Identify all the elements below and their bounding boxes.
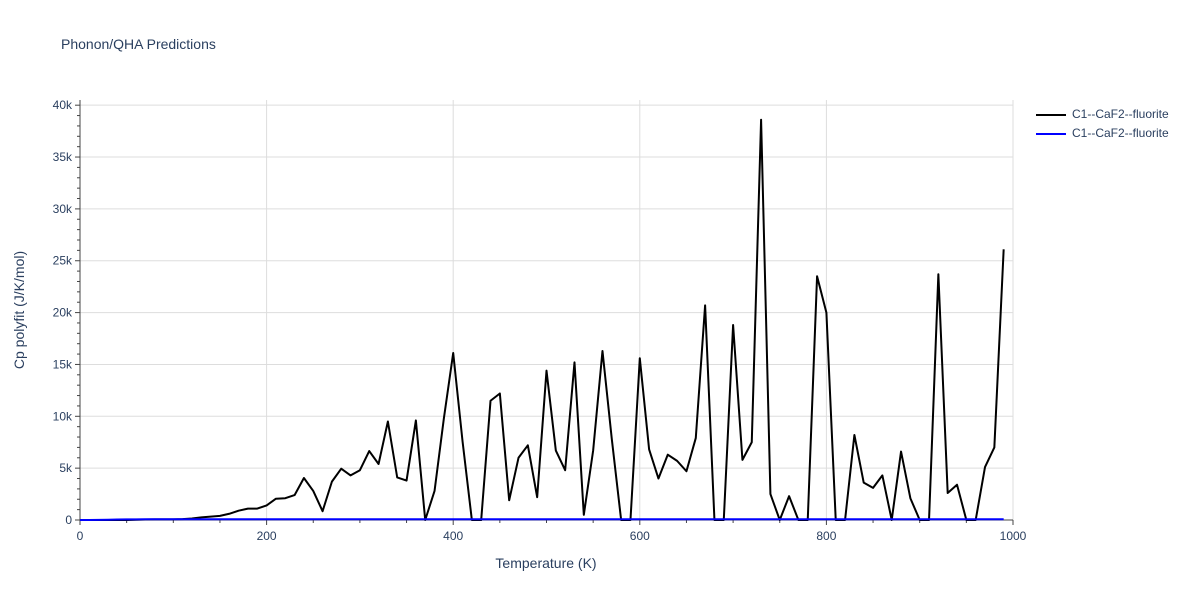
x-tick-label: 800 — [816, 529, 836, 543]
y-tick-label: 5k — [59, 461, 73, 475]
legend-label-0: C1--CaF2--fluorite — [1072, 107, 1169, 121]
y-tick-label: 25k — [53, 254, 73, 268]
y-tick-label: 30k — [53, 202, 73, 216]
series-lines — [79, 118, 1005, 521]
y-tick-label: 0 — [65, 513, 72, 527]
y-tick-label: 15k — [53, 357, 73, 371]
y-tick-label: 40k — [53, 98, 73, 112]
x-tick-label: 600 — [630, 529, 650, 543]
y-axis-label: Cp polyfit (J/K/mol) — [11, 251, 27, 369]
y-axis: 0 5k 10k 15k 20k 25k 30k 35k 40k — [53, 98, 81, 527]
x-tick-label: 1000 — [1000, 529, 1027, 543]
x-axis-label: Temperature (K) — [495, 555, 596, 571]
legend-swatch-1 — [1036, 133, 1066, 135]
y-tick-label: 20k — [53, 306, 73, 320]
x-tick-label: 0 — [77, 529, 84, 543]
x-tick-label: 400 — [443, 529, 463, 543]
y-tick-label: 10k — [53, 409, 73, 423]
chart-title: Phonon/QHA Predictions — [61, 36, 216, 52]
series-line-0[interactable] — [80, 118, 1005, 521]
grid-lines — [80, 100, 1014, 520]
legend-label-1: C1--CaF2--fluorite — [1072, 126, 1169, 140]
x-axis: 0 200 400 600 800 1000 — [77, 519, 1027, 543]
y-tick-label: 35k — [53, 150, 73, 164]
x-tick-label: 200 — [257, 529, 277, 543]
legend-swatch-0 — [1036, 114, 1066, 116]
series-line-1[interactable] — [79, 518, 1004, 521]
